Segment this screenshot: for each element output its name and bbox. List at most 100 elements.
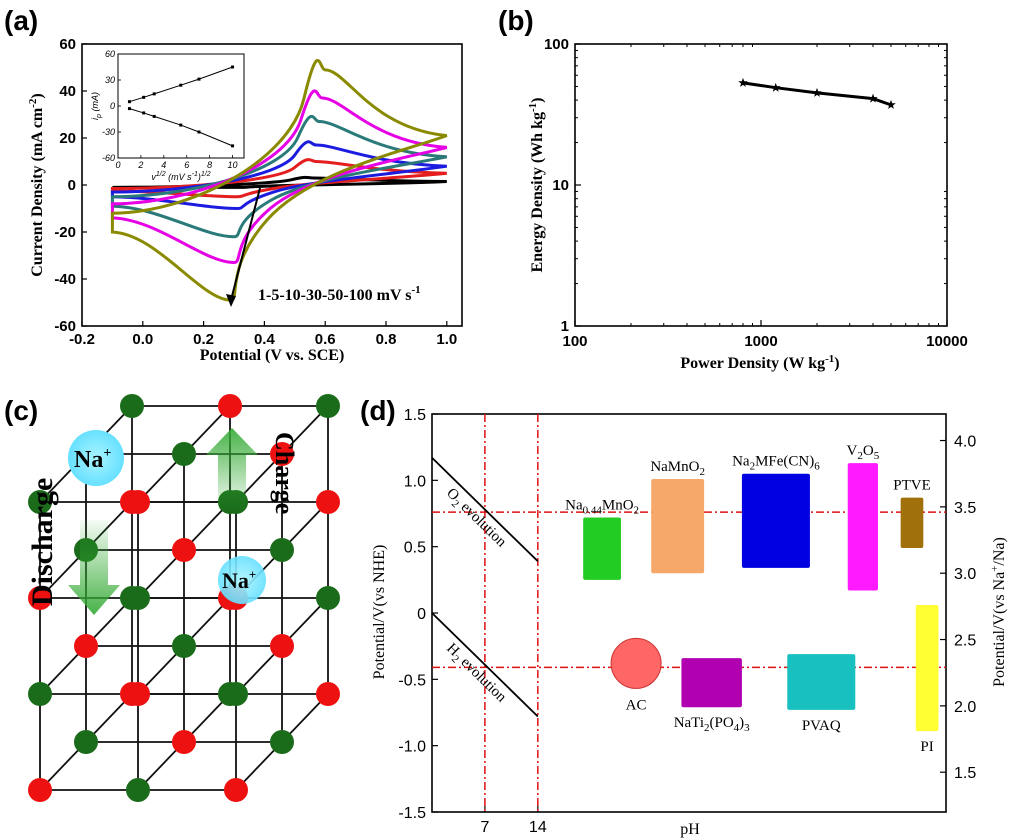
panel-b-star-point: [771, 82, 781, 92]
panel-d-materials: Na0.44MnO2 NaMnO2 Na2MFe(CN)6 V2O5 PTVE NaTi2…: [565, 443, 939, 755]
inset-x-tick-label: 0: [115, 160, 120, 170]
panel-a-y-label: Current Density (mA cm-2): [27, 93, 46, 277]
inset-x-tick-label: 10: [228, 160, 238, 170]
panel-a-y-tick-label: 20: [59, 130, 76, 147]
panel-a-y-tick-label: 0: [68, 177, 76, 194]
panel-a-x-tick-label: 0.6: [315, 331, 336, 348]
lattice-atom-red: [270, 442, 294, 466]
panel-d-y-left-tick-label: -1.0: [398, 739, 426, 756]
lattice-atom-green: [28, 490, 52, 514]
inset-cathodic-point: [142, 111, 146, 115]
lattice-atom-green: [126, 586, 150, 610]
material-bar: [915, 605, 939, 732]
na-ion-mid-label: Na+: [222, 567, 256, 593]
panel-c-label: (c): [4, 395, 38, 426]
scan-rate-arrow-head: [226, 294, 236, 307]
lattice-atom-green: [28, 682, 52, 706]
panel-d-y-right-tick-label: 3.5: [954, 500, 976, 517]
discharge-arrow: [68, 520, 120, 615]
panel-b-data: [738, 77, 896, 109]
panel-a-y-tick-label: -40: [54, 271, 76, 288]
lattice-atom-green: [270, 730, 294, 754]
inset-y-tick-label: -30: [102, 127, 115, 137]
panel-b-y-tick-label: 100: [544, 36, 569, 53]
material-bar: [900, 497, 924, 548]
material-bar: [583, 517, 621, 580]
inset-x-ticks: 0 2 4 6 8 10: [115, 155, 238, 170]
inset-x-tick-label: 8: [207, 160, 212, 170]
material-bar: [787, 654, 856, 710]
panel-a-cv-curves: [110, 59, 448, 302]
na-ion-top-label: Na+: [74, 446, 111, 473]
panel-d-y-right-tick-label: 2.0: [954, 699, 976, 716]
panel-d-x-tick-label: 7: [480, 819, 489, 836]
panel-a-x-label: Potential (V vs. SCE): [200, 347, 345, 364]
panel-b: (b) 100 1000 10000 1 10 100 Power Density (W …: [498, 5, 968, 372]
material-label: V2O5: [847, 443, 880, 462]
lattice-atom-red: [218, 394, 242, 418]
lattice-atom-red: [316, 682, 340, 706]
panel-a-y-tick-label: 60: [59, 36, 76, 53]
panel-d-y-right-tick-label: 1.5: [954, 765, 976, 782]
material-label: PVAQ: [802, 718, 841, 734]
scan-rate-annotation: 1-5-10-30-50-100 mV s-1: [258, 284, 421, 304]
material-label: NaMnO2: [650, 459, 705, 478]
inset-y-tick-label: -60: [102, 153, 115, 163]
material-label: Na0.44MnO2: [565, 497, 639, 516]
inset-anodic-point: [197, 77, 201, 81]
panel-a-label: (a): [4, 5, 38, 36]
lattice-atom-green: [224, 682, 248, 706]
inset-anodic-point: [179, 83, 183, 87]
lattice-atom-green: [316, 586, 340, 610]
panel-d-y-left-tick-label: 1.5: [404, 407, 426, 424]
inset-anodic-line: [129, 66, 233, 103]
panel-b-label: (b): [498, 5, 534, 36]
lattice-atom-red: [126, 490, 150, 514]
inset-anodic-point: [231, 65, 235, 69]
cv-curve: [110, 158, 447, 199]
panel-d-ticks: 1.5 1.0 0.5 0 -0.5 -1.0 -1.5 4.0 3.5 3.0 2.5 2.0 1.5…: [398, 407, 976, 836]
ac-circle: [610, 637, 662, 689]
panel-d-y-left-label: Potential/V(vs NHE): [371, 545, 388, 680]
panel-d: (d) 1.5 1.0 0.5 0 -0.5 -1.0 -1.5 4.0 3.5 3.0 2.5 2.…: [360, 395, 1008, 838]
lattice-atom-red: [74, 634, 98, 658]
inset-cathodic-point: [197, 130, 201, 134]
inset-cathodic-point: [152, 114, 156, 118]
panel-b-y-label: Energy Density (Wh kg-1): [527, 98, 546, 273]
panel-a-y-tick-label: -60: [54, 318, 76, 335]
material-bar: [681, 658, 742, 708]
panel-d-x-label: pH: [680, 821, 700, 838]
panel-d-label: (d): [360, 395, 396, 426]
panel-d-y-left-tick-label: 0.5: [404, 540, 426, 557]
inset-y-tick-label: 0: [110, 101, 115, 111]
panel-a-y-tick-label: -20: [54, 224, 76, 241]
panel-c: (c) Na+ Na+ Discharge Charge: [4, 394, 340, 802]
panel-d-y-right-tick-label: 4.0: [954, 434, 976, 451]
panel-b-x-tick-label: 10000: [926, 333, 968, 350]
scan-rate-arrow-line: [230, 187, 261, 301]
material-label: PTVE: [893, 478, 931, 494]
inset-x-tick-label: 2: [137, 160, 143, 170]
inset-y-tick-label: 60: [105, 49, 115, 59]
panel-d-y-left-tick-label: -0.5: [398, 672, 426, 689]
panel-d-x-tick-label: 14: [529, 819, 547, 836]
panel-d-y-left-tick-label: 1.0: [404, 473, 426, 490]
lattice-atom-green: [316, 394, 340, 418]
lattice-atom-red: [270, 634, 294, 658]
panel-a-x-tick-label: 0.2: [193, 331, 214, 348]
lattice-atom-red: [224, 778, 248, 802]
h2-evolution-line: [431, 612, 539, 718]
inset-y-ticks: -60 -30 0 30 60: [102, 49, 121, 163]
panel-a-y-tick-label: 40: [59, 83, 76, 100]
inset-cathodic-line: [129, 108, 233, 147]
na-ion-mid: [218, 556, 266, 604]
panel-d-y-left-tick-label: 0: [417, 606, 426, 623]
inset-x-tick-label: 4: [161, 160, 166, 170]
inset-y-label: ip (mA): [90, 92, 103, 120]
inset-cathodic-point: [231, 144, 235, 148]
material-label: Na2MFe(CN)6: [732, 454, 820, 473]
cv-curve: [110, 140, 448, 211]
panel-b-x-label: Power Density (W kg-1): [680, 353, 839, 372]
na-ion-top: [68, 430, 124, 486]
